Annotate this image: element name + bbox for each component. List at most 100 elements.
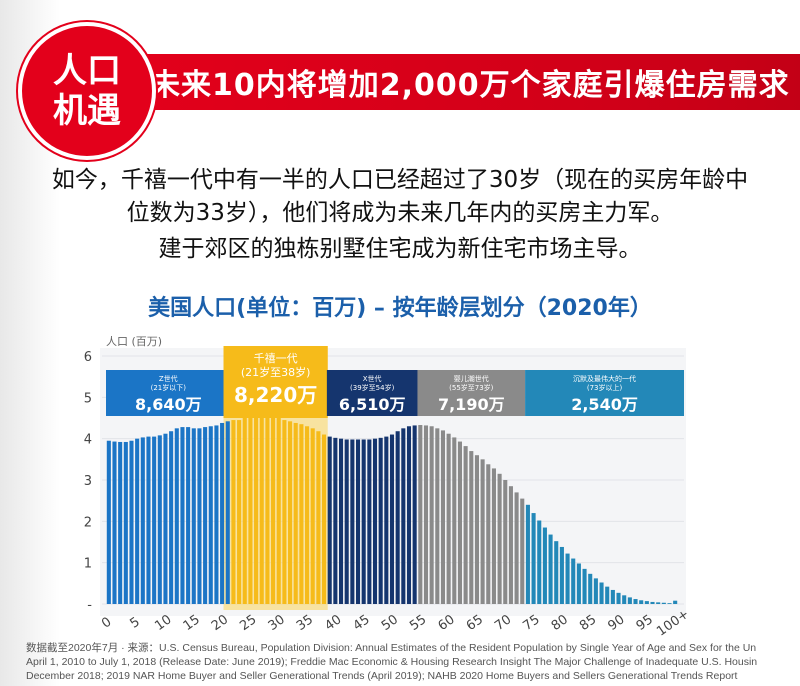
bar-age-93 xyxy=(633,599,638,604)
bar-age-33 xyxy=(293,422,298,604)
bar-age-79 xyxy=(554,541,559,604)
bar-age-24 xyxy=(242,418,247,604)
bar-age-42 xyxy=(344,439,349,604)
generation-name: 千禧一代 xyxy=(254,352,298,365)
bar-age-34 xyxy=(299,424,304,604)
bar-age-45 xyxy=(361,439,366,604)
bar-age-38 xyxy=(322,434,327,604)
bar-age-99 xyxy=(667,603,672,604)
bar-age-7 xyxy=(146,436,151,604)
footnote-line-1: 数据截至2020年7月 · 来源：U.S. Census Bureau, Pop… xyxy=(26,642,757,654)
bar-age-94 xyxy=(639,600,644,604)
bar-age-87 xyxy=(599,582,604,604)
bar-age-19 xyxy=(214,425,219,604)
bar-age-10 xyxy=(163,433,168,604)
bar-age-2 xyxy=(118,441,123,604)
bar-age-28 xyxy=(265,413,270,604)
y-axis-label: 人口 (百万) xyxy=(106,335,162,348)
y-tick-label: 6 xyxy=(84,350,92,365)
bar-age-76 xyxy=(537,520,542,604)
bar-age-64 xyxy=(469,451,474,604)
bar-age-32 xyxy=(288,421,293,604)
bar-age-27 xyxy=(259,413,264,604)
bar-age-80 xyxy=(559,546,564,604)
generation-name: 沉默及最伟大的一代 xyxy=(573,374,636,383)
generation-box xyxy=(326,370,418,416)
generation-box xyxy=(417,370,526,416)
bar-age-50 xyxy=(389,434,395,604)
bar-age-96 xyxy=(650,601,655,604)
bar-age-21 xyxy=(225,421,230,604)
generation-name: 婴儿潮世代 xyxy=(454,374,489,383)
bar-age-30 xyxy=(276,418,281,604)
generation-box xyxy=(223,346,328,418)
bar-age-48 xyxy=(378,437,383,604)
bar-age-41 xyxy=(338,438,344,604)
bar-age-84 xyxy=(582,568,587,604)
bar-age-55 xyxy=(418,425,423,604)
population-chart: 人口 (百万) Z世代(21岁以下) 8,640万 千禧一代(21岁至38岁) 8,2… xyxy=(84,335,692,640)
bar-age-57 xyxy=(429,426,434,604)
generation-range: (39岁至54岁) xyxy=(350,383,395,392)
bar-age-61 xyxy=(452,437,457,604)
bar-age-62 xyxy=(457,441,462,604)
header-banner xyxy=(118,54,800,110)
generation-box xyxy=(525,370,684,416)
bar-age-14 xyxy=(186,427,191,604)
bar-age-17 xyxy=(203,427,208,604)
bar-age-18 xyxy=(208,426,213,604)
bar-age-95 xyxy=(644,601,649,604)
bar-age-52 xyxy=(401,428,406,604)
y-tick-label: - xyxy=(87,598,92,613)
intro-line-1: 如今，千禧一代中有一半的人口已经超过了30岁（现在的买房年龄中 xyxy=(51,167,749,193)
bar-age-71 xyxy=(508,486,513,604)
bar-age-59 xyxy=(440,430,446,604)
bar-age-67 xyxy=(486,464,491,604)
badge-line-1: 人口 xyxy=(53,51,121,91)
generation-range: (21岁以下) xyxy=(151,383,187,392)
x-tick-label: 5 xyxy=(127,615,142,632)
bar-age-31 xyxy=(282,420,287,604)
bar-age-66 xyxy=(480,459,485,604)
x-tick-label: 0 xyxy=(99,615,114,632)
bar-age-44 xyxy=(355,439,361,604)
bar-age-25 xyxy=(248,413,253,604)
bar-age-69 xyxy=(497,473,502,604)
bar-age-39 xyxy=(327,436,332,604)
generation-range: (55岁至73岁) xyxy=(449,383,494,392)
bar-age-36 xyxy=(310,428,315,604)
bar-age-83 xyxy=(576,563,581,604)
bar-age-43 xyxy=(350,439,355,604)
bar-age-89 xyxy=(610,589,615,604)
bar-age-35 xyxy=(305,426,310,604)
bar-age-88 xyxy=(605,586,610,604)
bar-age-75 xyxy=(531,513,536,604)
bar-age-91 xyxy=(622,595,627,604)
bar-age-100+ xyxy=(673,600,678,604)
bar-age-70 xyxy=(503,480,508,604)
bar-age-53 xyxy=(406,426,412,604)
bar-age-16 xyxy=(197,428,202,604)
intro-line-2: 位数为33岁），他们将成为未来几年内的买房主力军。 xyxy=(126,200,674,226)
bar-age-92 xyxy=(627,597,632,604)
bar-age-60 xyxy=(446,433,451,604)
bar-age-51 xyxy=(395,431,400,604)
bar-age-49 xyxy=(384,436,389,604)
bar-age-0 xyxy=(106,440,111,604)
bar-age-97 xyxy=(656,602,661,604)
bar-age-78 xyxy=(548,534,553,604)
bar-age-73 xyxy=(520,498,525,604)
generation-value: 2,540万 xyxy=(571,395,638,414)
badge-line-2: 机遇 xyxy=(53,91,121,131)
bar-age-56 xyxy=(423,425,429,604)
bar-age-85 xyxy=(588,573,593,604)
bar-age-29 xyxy=(271,415,276,604)
bar-age-9 xyxy=(157,435,162,604)
generation-value: 6,510万 xyxy=(339,395,406,414)
bar-age-72 xyxy=(514,492,519,604)
bar-age-20 xyxy=(220,422,225,604)
y-tick-label: 5 xyxy=(84,391,92,406)
generation-name: Z世代 xyxy=(159,374,178,383)
generation-range: (73岁以上) xyxy=(587,383,623,392)
bar-age-47 xyxy=(372,438,378,604)
